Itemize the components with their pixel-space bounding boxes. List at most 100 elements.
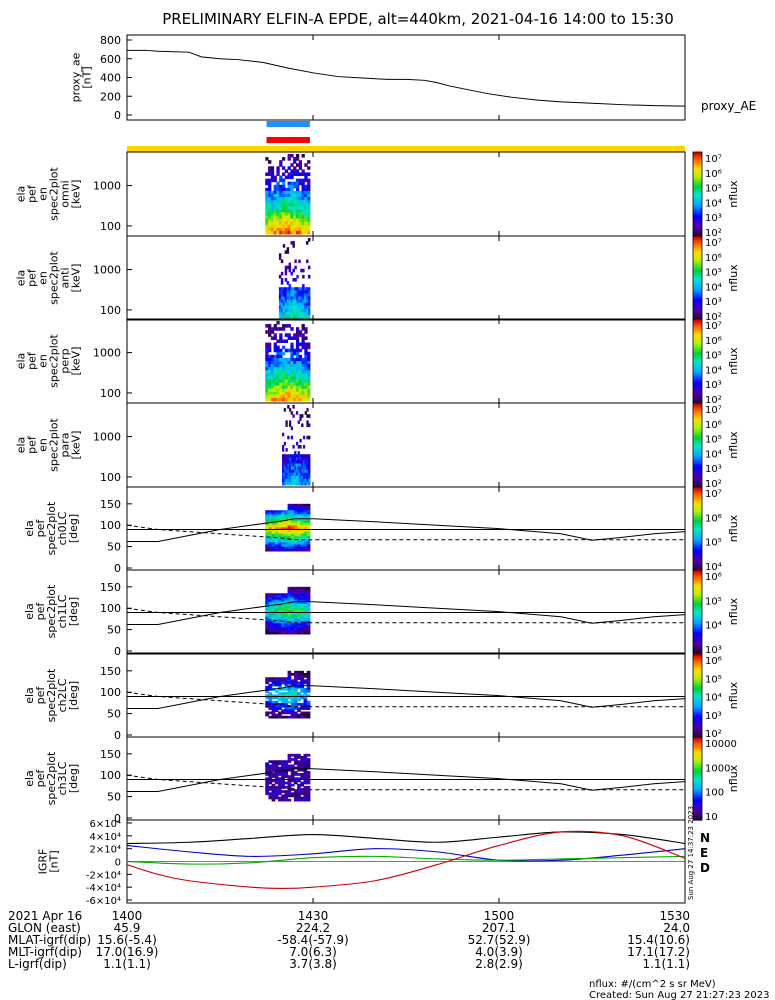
en-spectrogram-cell bbox=[276, 345, 280, 350]
en-spectrogram-cell bbox=[306, 472, 309, 477]
pa-spectrogram-cell bbox=[300, 711, 305, 715]
en-spectrogram-cell bbox=[298, 382, 303, 387]
pa-spectrogram-cell bbox=[271, 621, 276, 624]
en-spectrogram-cell bbox=[290, 194, 294, 198]
pa-spectrogram-cell bbox=[287, 775, 292, 778]
en-spectrogram-cell bbox=[308, 457, 311, 461]
pa-spectrogram-cell bbox=[281, 796, 285, 800]
en-spectrogram-cell bbox=[268, 166, 272, 170]
pa-spectrogram-cell bbox=[300, 616, 305, 620]
en-colorbar-tick: 10² bbox=[705, 395, 722, 406]
en-spectrogram-cell bbox=[268, 227, 272, 232]
pa-colorbar-tick: 10⁴ bbox=[705, 621, 722, 632]
en-spectrogram-cell bbox=[290, 336, 294, 340]
loss-cone-line bbox=[127, 685, 686, 709]
pa-colorbar-tick: 10⁵ bbox=[705, 674, 722, 685]
pa-spectrogram-cell bbox=[281, 709, 285, 713]
pa-spectrogram-cell bbox=[287, 591, 292, 594]
en-spectrogram-cell bbox=[278, 296, 282, 301]
pa-colorbar-segment bbox=[693, 634, 702, 637]
en-colorbar-segment bbox=[693, 240, 702, 243]
en-spectrogram-cell bbox=[298, 215, 303, 220]
pa-colorbar-segment bbox=[693, 487, 702, 490]
pa-spectrogram-cell bbox=[297, 529, 301, 533]
pa-colorbar-segment bbox=[693, 718, 702, 721]
pa-spectrogram-cell bbox=[306, 548, 311, 552]
pa-spectrogram-cell bbox=[290, 586, 295, 590]
en-spectrogram-cell bbox=[270, 194, 275, 198]
en-spectrogram-cell bbox=[298, 385, 303, 390]
en-spectrogram-cell bbox=[283, 457, 286, 461]
pa-spectrogram-cell bbox=[287, 606, 292, 609]
en-colorbar-segment bbox=[693, 468, 702, 471]
en-colorbar-segment bbox=[693, 321, 702, 324]
en-spectrogram-cell bbox=[304, 327, 308, 331]
en-spectrogram-cell bbox=[301, 457, 304, 461]
pa-spectrogram-cell bbox=[290, 679, 295, 683]
en-spectrogram-cell bbox=[290, 472, 293, 477]
pa-spectrogram-cell bbox=[300, 798, 305, 802]
pa-spectrogram-cell bbox=[281, 512, 285, 516]
en-colorbar-segment bbox=[693, 175, 702, 178]
en-spectrogram-cell bbox=[301, 475, 304, 480]
pa-colorbar-tick: 10³ bbox=[705, 711, 722, 722]
en-spectrogram-cell bbox=[284, 379, 289, 384]
en-spectrogram-cell bbox=[273, 221, 277, 226]
pa-spectrogram-cell bbox=[274, 540, 279, 543]
en-spectrogram-cell bbox=[302, 466, 306, 471]
pa-spectrogram-cell bbox=[290, 702, 295, 706]
pa-spectrogram-cell bbox=[281, 779, 285, 783]
en-spectrogram-cell bbox=[280, 305, 284, 310]
pa-spectrogram-cell bbox=[271, 773, 276, 776]
en-spectrogram-cell bbox=[295, 157, 300, 161]
en-spectrogram-cell bbox=[265, 394, 269, 399]
en-spectrogram-cell bbox=[285, 420, 288, 424]
en-spectrogram-cell bbox=[276, 370, 280, 374]
pa-spectrogram-cell bbox=[303, 548, 308, 552]
pa-spectrogram-cell bbox=[287, 510, 292, 513]
pa-panel-ytick: 150 bbox=[100, 748, 121, 761]
pa-spectrogram-cell bbox=[284, 603, 289, 607]
pa-spectrogram-cell bbox=[293, 625, 298, 629]
en-spectrogram-cell bbox=[284, 175, 289, 180]
en-colorbar-segment bbox=[693, 424, 702, 427]
en-spectrogram-cell bbox=[294, 481, 297, 486]
pa-spectrogram-cell bbox=[306, 503, 311, 507]
en-spectrogram-cell bbox=[288, 296, 292, 301]
en-colorbar-segment bbox=[693, 267, 702, 271]
pa-colorbar-segment bbox=[693, 509, 702, 513]
en-spectrogram-cell bbox=[301, 197, 305, 201]
pa-colorbar-segment bbox=[693, 646, 702, 650]
en-spectrogram-cell bbox=[293, 364, 297, 368]
pa-spectrogram-cell bbox=[265, 679, 269, 683]
pa-spectrogram-cell bbox=[271, 775, 276, 778]
en-spectrogram-cell bbox=[295, 370, 300, 374]
pa-spectrogram-cell bbox=[278, 790, 282, 793]
pa-spectrogram-cell bbox=[303, 599, 308, 603]
en-spectrogram-cell bbox=[294, 265, 297, 270]
pa-spectrogram-cell bbox=[306, 715, 311, 719]
en-spectrogram-cell bbox=[304, 314, 307, 319]
pa-spectrogram-cell bbox=[303, 679, 308, 683]
pa-spectrogram-cell bbox=[297, 542, 301, 546]
pa-spectrogram-cell bbox=[278, 696, 282, 700]
pa-spectrogram-cell bbox=[306, 531, 311, 535]
pa-colorbar-segment bbox=[693, 734, 702, 738]
pa-spectrogram-cell bbox=[306, 544, 311, 548]
en-spectrogram-cell bbox=[304, 330, 308, 334]
footer-value: 224.2 bbox=[296, 921, 330, 935]
pa-spectrogram-cell bbox=[287, 675, 292, 678]
pa-colorbar-segment bbox=[693, 582, 702, 586]
en-spectrogram-cell bbox=[265, 178, 269, 183]
en-spectrogram-cell bbox=[287, 367, 291, 371]
pa-spectrogram-cell bbox=[287, 758, 292, 761]
en-spectrogram-cell bbox=[273, 379, 277, 384]
pa-spectrogram-cell bbox=[287, 707, 292, 710]
pa-spectrogram-cell bbox=[284, 715, 289, 719]
pa-spectrogram-cell bbox=[293, 694, 298, 698]
footer-value: 3.7(3.8) bbox=[289, 957, 337, 971]
en-spectrogram-cell bbox=[284, 227, 289, 232]
pa-spectrogram-cell bbox=[306, 631, 311, 635]
pa-spectrogram-cell bbox=[271, 516, 276, 520]
en-spectrogram-cell bbox=[279, 230, 283, 235]
